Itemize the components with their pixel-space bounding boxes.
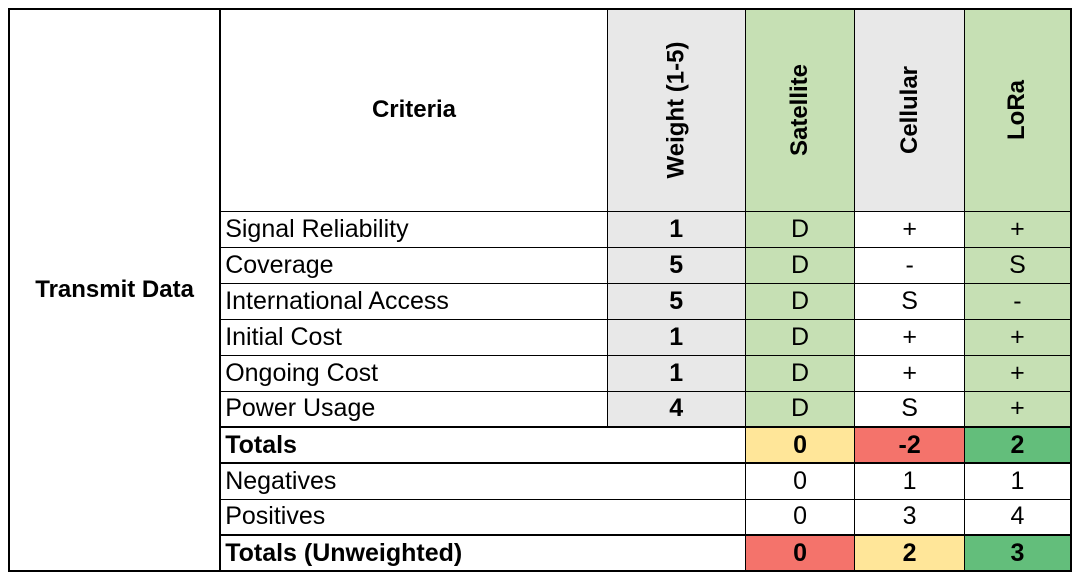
criteria-name: International Access <box>219 282 608 320</box>
option-header-lora: LoRa <box>963 8 1072 212</box>
group-label: Transmit Data <box>7 8 222 572</box>
score-cell: + <box>963 210 1072 248</box>
criteria-name: Signal Reliability <box>219 210 608 248</box>
criteria-name: Ongoing Cost <box>219 354 608 392</box>
positives-satellite: 0 <box>744 498 856 536</box>
score-cell: S <box>854 390 965 428</box>
total-cellular: -2 <box>854 426 965 464</box>
unweighted-lora: 3 <box>963 534 1072 572</box>
criteria-row: International Access 5 D S - <box>9 282 1072 320</box>
totals-label: Totals <box>219 426 746 464</box>
score-cell: + <box>963 318 1072 356</box>
criteria-row: Coverage 5 D - S <box>9 246 1072 284</box>
header-row: Transmit Data Criteria Weight (1-5) Sate… <box>7 8 1072 572</box>
unweighted-satellite: 0 <box>744 534 856 572</box>
positives-cellular: 3 <box>854 498 965 536</box>
weight-header-label: Weight (1-5) <box>662 41 690 179</box>
score-cell: S <box>963 246 1072 284</box>
criteria-weight: 1 <box>606 354 746 392</box>
criteria-weight: 5 <box>606 282 746 320</box>
criteria-weight: 4 <box>606 390 746 428</box>
negatives-cellular: 1 <box>854 462 965 500</box>
negatives-row: Negatives 0 1 1 <box>9 462 1072 500</box>
option-header-satellite: Satellite <box>744 8 856 212</box>
weight-header: Weight (1-5) <box>606 8 746 212</box>
negatives-label: Negatives <box>219 462 746 500</box>
criteria-row: Ongoing Cost 1 D + + <box>9 354 1072 392</box>
total-satellite: 0 <box>744 426 856 464</box>
total-lora: 2 <box>963 426 1072 464</box>
positives-row: Positives 0 3 4 <box>9 498 1072 536</box>
decision-matrix-table: Transmit Data Criteria Weight (1-5) Sate… <box>7 8 1072 572</box>
criteria-name: Power Usage <box>219 390 608 428</box>
positives-label: Positives <box>219 498 746 536</box>
pugh-matrix: Transmit Data Criteria Weight (1-5) Sate… <box>7 8 1072 572</box>
score-cell: D <box>744 354 856 392</box>
totals-unweighted-label: Totals (Unweighted) <box>219 534 746 572</box>
criteria-header: Criteria <box>219 8 608 212</box>
score-cell: - <box>854 246 965 284</box>
score-cell: + <box>854 210 965 248</box>
option-header-label: Cellular <box>895 66 923 155</box>
score-cell: D <box>744 318 856 356</box>
unweighted-cellular: 2 <box>854 534 965 572</box>
score-cell: + <box>854 354 965 392</box>
criteria-weight: 1 <box>606 318 746 356</box>
score-cell: D <box>744 210 856 248</box>
option-header-label: Satellite <box>786 64 814 157</box>
option-header-cellular: Cellular <box>854 8 965 212</box>
score-cell: + <box>963 390 1072 428</box>
criteria-name: Coverage <box>219 246 608 284</box>
option-header-label: LoRa <box>1003 80 1031 141</box>
score-cell: + <box>963 354 1072 392</box>
score-cell: D <box>744 282 856 320</box>
criteria-name: Initial Cost <box>219 318 608 356</box>
score-cell: S <box>854 282 965 320</box>
score-cell: - <box>963 282 1072 320</box>
score-cell: + <box>854 318 965 356</box>
score-cell: D <box>744 246 856 284</box>
totals-row: Totals 0 -2 2 <box>9 426 1072 464</box>
totals-unweighted-row: Totals (Unweighted) 0 2 3 <box>9 534 1072 572</box>
negatives-satellite: 0 <box>744 462 856 500</box>
score-cell: D <box>744 390 856 428</box>
criteria-weight: 5 <box>606 246 746 284</box>
positives-lora: 4 <box>963 498 1072 536</box>
criteria-weight: 1 <box>606 210 746 248</box>
criteria-row: Power Usage 4 D S + <box>9 390 1072 428</box>
negatives-lora: 1 <box>963 462 1072 500</box>
